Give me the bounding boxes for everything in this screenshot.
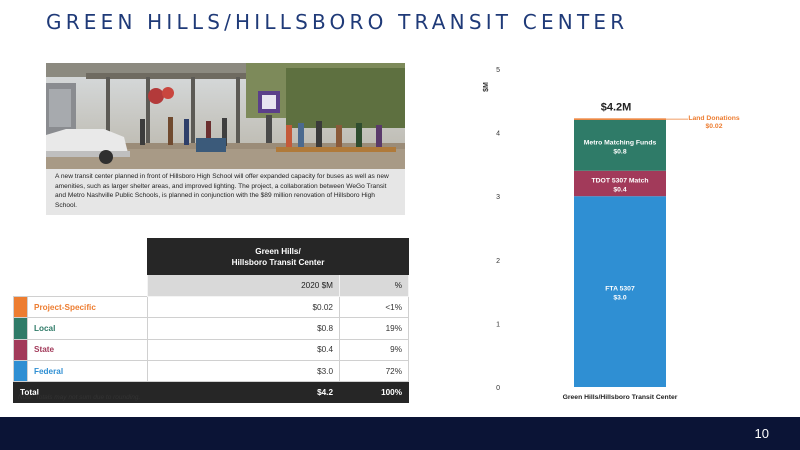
segment-value-label: $0.8 — [613, 148, 626, 155]
row-pct: 72% — [338, 359, 410, 383]
table-row: Federal $3.0 72% — [13, 359, 410, 383]
segment-name-label: Metro Matching Funds — [584, 139, 657, 146]
row-amount: $0.4 — [147, 338, 340, 361]
segment-value-label: $3.0 — [613, 295, 626, 302]
row-label: Local — [27, 317, 148, 340]
bar-segment — [574, 170, 666, 197]
segment-value-label: $0.4 — [613, 186, 626, 193]
rounding-note: Note: Totals may not sum due to rounding… — [18, 394, 141, 401]
funding-table: Green Hills/ Hillsboro Transit Center 20… — [13, 238, 410, 404]
segment-name-label: FTA 5307 — [605, 286, 635, 293]
legend-swatch — [13, 317, 28, 340]
y-tick-label: 5 — [496, 67, 500, 74]
total-label: Total — [13, 381, 148, 404]
bar-segment — [574, 118, 666, 120]
x-category-label: Green Hills/Hillsboro Transit Center — [563, 394, 678, 401]
table-row: State $0.4 9% — [13, 338, 410, 361]
stacked-bar-chart: 0 1 2 3 4 5 $M FTA 5307 $3.0 TDOT 5307 Match $0.4 M… — [470, 60, 770, 410]
col-header-amount: 2020 $M — [147, 274, 340, 297]
page-title: GREEN HILLS/HILLSBORO TRANSIT CENTER — [46, 10, 629, 34]
row-label: Federal — [27, 359, 148, 383]
row-amount: $0.02 — [147, 295, 340, 319]
bar-segment — [574, 119, 666, 171]
y-tick-label: 0 — [496, 385, 500, 392]
row-amount: $3.0 — [147, 359, 340, 383]
table-row: Local $0.8 19% — [13, 317, 410, 340]
table-header-title-text: Green Hills/ Hillsboro Transit Center — [231, 246, 325, 267]
row-amount: $0.8 — [147, 317, 340, 340]
row-label: Project-Specific — [27, 295, 148, 319]
photo-caption: A new transit center planned in front of… — [46, 169, 405, 215]
total-amount: $4.2 — [147, 381, 340, 404]
bar-segment — [574, 196, 666, 387]
row-pct: 19% — [338, 317, 410, 340]
segment-value-label: $0.02 — [705, 123, 722, 130]
y-tick-label: 2 — [496, 258, 500, 265]
y-axis-label: $M — [483, 82, 490, 92]
y-tick-label: 4 — [496, 131, 500, 138]
row-label: State — [27, 338, 148, 361]
row-pct: 9% — [338, 338, 410, 361]
footer-bar: 10 — [0, 417, 800, 450]
table-total-row: Total $4.2 100% — [13, 381, 410, 404]
page-number: 10 — [754, 426, 769, 441]
transit-center-rendering — [46, 63, 405, 169]
chart-svg: 0 1 2 3 4 5 $M FTA 5307 $3.0 TDOT 5307 Match $0.4 M… — [483, 67, 740, 401]
col-header-pct: % — [338, 274, 410, 297]
segment-name-label: TDOT 5307 Match — [591, 177, 648, 184]
row-pct: <1% — [338, 295, 410, 319]
legend-swatch — [13, 295, 28, 319]
table-header-title: Green Hills/ Hillsboro Transit Center — [146, 238, 410, 275]
y-tick-label: 3 — [496, 194, 500, 201]
segment-name-label: Land Donations — [688, 115, 740, 122]
y-tick-label: 1 — [496, 321, 500, 328]
table-row: Project-Specific $0.02 <1% — [13, 295, 410, 319]
legend-swatch — [13, 359, 28, 383]
legend-swatch — [13, 338, 28, 361]
total-label: $4.2M — [601, 102, 632, 114]
total-pct: 100% — [338, 381, 410, 404]
